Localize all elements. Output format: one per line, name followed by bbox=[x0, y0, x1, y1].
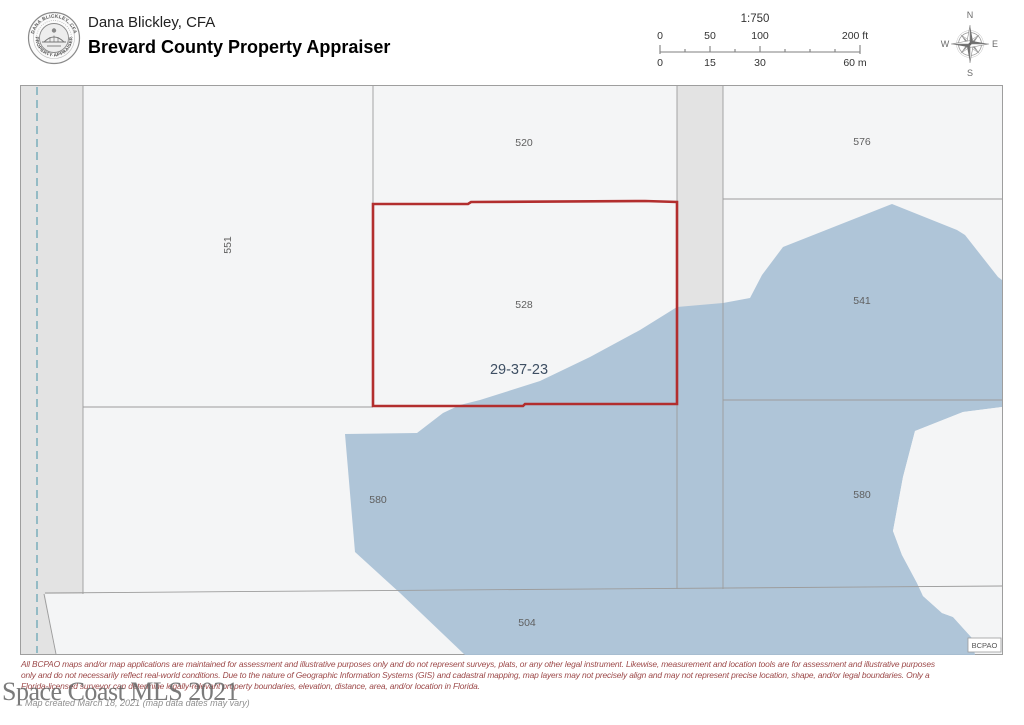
parcel-map: 520 576 551 528 541 580 580 504 29-37-23… bbox=[20, 85, 1003, 655]
parcel-label-520: 520 bbox=[515, 137, 533, 149]
compass-east-label: E bbox=[992, 39, 998, 49]
compass-west-label: W bbox=[941, 39, 950, 49]
compass-south-label: S bbox=[967, 68, 973, 78]
appraiser-name: Dana Blickley, CFA bbox=[88, 14, 216, 31]
land-island bbox=[893, 407, 1002, 654]
page-title: Brevard County Property Appraiser bbox=[88, 37, 391, 57]
parcel-label-528: 528 bbox=[515, 299, 533, 311]
map-created-note: Map created March 18, 2021 (map data dat… bbox=[25, 698, 250, 708]
parcel-label-551: 551 bbox=[222, 236, 234, 254]
compass-north-label: N bbox=[967, 10, 974, 20]
mls-watermark: Space Coast MLS 2021 bbox=[2, 677, 239, 706]
compass-rose-icon: N S E W bbox=[941, 10, 998, 78]
scale-m-60: 60 m bbox=[843, 57, 867, 69]
seal-emblem-icon bbox=[42, 28, 66, 47]
attribution-text: BCPAO bbox=[972, 641, 998, 650]
disclaimer-line-3: Florida-licensed surveyor can determine … bbox=[21, 681, 480, 691]
attribution-badge: BCPAO bbox=[967, 637, 1002, 653]
county-seal-logo: DANA BLICKLEY, CFA PROPERTY APPRAISER bbox=[27, 11, 81, 65]
road-strip-left bbox=[21, 86, 83, 654]
parcel-label-541: 541 bbox=[853, 295, 871, 307]
water-body bbox=[345, 204, 1002, 655]
scale-m-15: 15 bbox=[704, 57, 716, 69]
section-township-range-label: 29-37-23 bbox=[490, 362, 548, 378]
disclaimer-line-1: All BCPAO maps and/or map applications a… bbox=[21, 659, 935, 669]
subject-parcel-outline bbox=[371, 199, 679, 408]
scale-ratio: 1:750 bbox=[740, 13, 770, 25]
scale-ft-100: 100 bbox=[751, 30, 769, 42]
parcel-label-504: 504 bbox=[518, 617, 536, 629]
scale-ticks bbox=[659, 45, 861, 54]
disclaimer-line-2: only and do not necessarily reflect real… bbox=[21, 670, 930, 680]
parcel-label-580-right: 580 bbox=[853, 489, 871, 501]
scale-m-0: 0 bbox=[657, 57, 663, 69]
scale-ft-0: 0 bbox=[657, 30, 663, 42]
parcel-label-580-left: 580 bbox=[369, 494, 387, 506]
map-scale-bar: 1:750 0 50 100 200 ft 0 15 30 60 m bbox=[650, 13, 875, 71]
scale-m-30: 30 bbox=[754, 57, 766, 69]
scale-ft-200: 200 ft bbox=[841, 30, 869, 42]
parcel-label-576: 576 bbox=[853, 136, 871, 148]
disclaimer-text: All BCPAO maps and/or map applications a… bbox=[21, 659, 1011, 692]
scale-ft-50: 50 bbox=[704, 30, 716, 42]
